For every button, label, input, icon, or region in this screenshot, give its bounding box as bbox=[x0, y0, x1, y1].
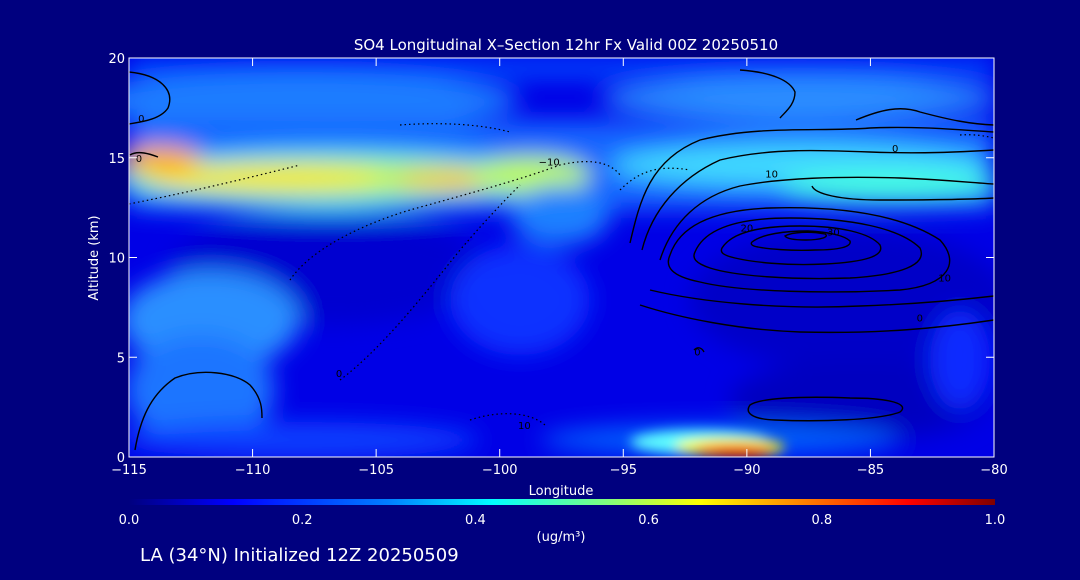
colorbar-tick-label: 1.0 bbox=[985, 513, 1006, 528]
colorbar-bar bbox=[129, 499, 995, 505]
x-tick-label: −90 bbox=[733, 463, 760, 478]
colorbar-tick-label: 0.2 bbox=[292, 513, 313, 528]
colorbar-ticks: 0.0 0.2 0.4 0.6 0.8 1.0 bbox=[119, 513, 1006, 528]
contour-value-label: 0 bbox=[892, 144, 898, 155]
y-tick-label: 10 bbox=[108, 252, 125, 267]
dotted-contours bbox=[129, 123, 994, 426]
y-tick-label: 20 bbox=[108, 52, 125, 67]
contour-value-label: 20 bbox=[740, 224, 753, 235]
x-tick-label: −100 bbox=[482, 463, 518, 478]
x-tick-label: −80 bbox=[980, 463, 1007, 478]
contour-value-labels: 0 0 −10 0 10 20 30 10 0 0 10 0 bbox=[136, 114, 951, 432]
colorbar: 0.0 0.2 0.4 0.6 0.8 1.0 (ug/m³) bbox=[119, 499, 1006, 545]
colorbar-unit-label: (ug/m³) bbox=[537, 530, 586, 545]
contour-value-label: 10 bbox=[518, 421, 531, 432]
y-tick-label: 0 bbox=[117, 451, 125, 466]
y-tick-label: 15 bbox=[108, 152, 125, 167]
contour-value-label: 10 bbox=[765, 170, 778, 181]
contour-lines bbox=[129, 69, 994, 451]
footer-label: LA (34°N) Initialized 12Z 20250509 bbox=[140, 545, 459, 566]
contour-value-label: 0 bbox=[136, 154, 142, 165]
x-tick-label: −85 bbox=[857, 463, 884, 478]
colorbar-tick-label: 0.4 bbox=[465, 513, 486, 528]
y-tick-label: 5 bbox=[117, 351, 125, 366]
chart-title: SO4 Longitudinal X–Section 12hr Fx Valid… bbox=[354, 36, 778, 54]
y-axis-label: Altitude (km) bbox=[87, 215, 102, 300]
x-tick-label: −110 bbox=[235, 463, 271, 478]
concentration-field bbox=[129, 58, 994, 457]
colorbar-tick-label: 0.0 bbox=[119, 513, 140, 528]
x-tick-label: −95 bbox=[610, 463, 637, 478]
contour-value-label: 0 bbox=[917, 313, 923, 324]
colorbar-tick-label: 0.8 bbox=[811, 513, 832, 528]
contour-value-label: 0 bbox=[336, 369, 342, 380]
contour-value-label: 30 bbox=[827, 228, 840, 239]
contour-value-label: −10 bbox=[539, 158, 560, 169]
x-tick-label: −115 bbox=[111, 463, 147, 478]
y-axis: 0 5 10 15 20 bbox=[108, 52, 994, 466]
contour-value-label: 0 bbox=[138, 114, 144, 125]
contour-value-label: 10 bbox=[938, 273, 951, 284]
x-axis-label: Longitude bbox=[529, 484, 594, 499]
contour-value-label: 0 bbox=[694, 347, 700, 358]
colorbar-tick-label: 0.6 bbox=[638, 513, 659, 528]
x-tick-label: −105 bbox=[358, 463, 394, 478]
x-axis: −115 −110 −105 −100 −95 −90 −85 −80 bbox=[111, 58, 1008, 478]
